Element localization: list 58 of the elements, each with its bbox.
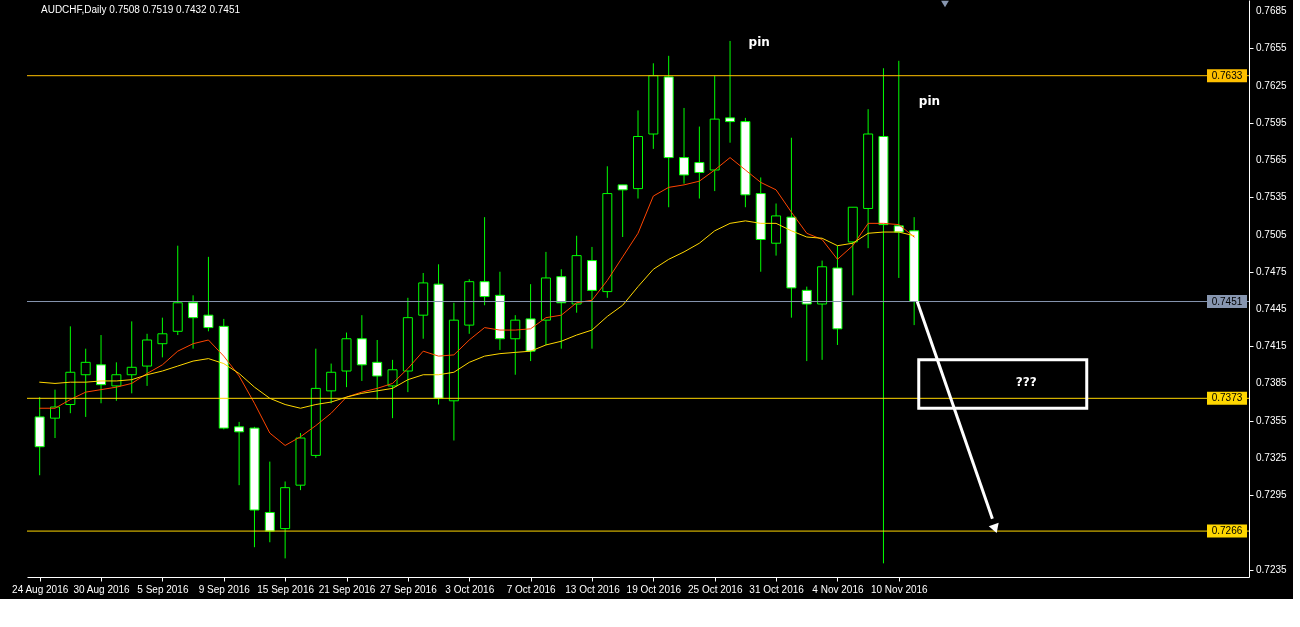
y-tick-label: 0.7235 bbox=[1256, 563, 1288, 575]
x-tick-label: 27 Sep 2016 bbox=[380, 583, 438, 595]
y-tick-label: 0.7565 bbox=[1256, 154, 1288, 166]
y-tick-label: 0.7415 bbox=[1256, 340, 1288, 352]
x-tick-label: 24 Aug 2016 bbox=[12, 583, 69, 595]
line-series bbox=[39, 157, 915, 446]
y-tick-label: 0.7625 bbox=[1256, 79, 1288, 91]
x-tick-label: 30 Aug 2016 bbox=[73, 583, 131, 595]
annotation: pin bbox=[748, 35, 770, 50]
candlestick bbox=[126, 320, 137, 394]
x-tick-label: 7 Oct 2016 bbox=[506, 583, 557, 595]
x-tick-label: 4 Nov 2016 bbox=[812, 583, 864, 595]
chart-title: AUDCHF,Daily 0.7508 0.7519 0.7432 0.7451 bbox=[41, 4, 241, 15]
x-tick-label: 21 Sep 2016 bbox=[318, 583, 376, 595]
y-tick-label: 0.7385 bbox=[1256, 377, 1288, 389]
candlestick bbox=[725, 40, 736, 144]
y-tick-label: 0.7535 bbox=[1256, 191, 1288, 203]
ref-line-label: 0.7266 bbox=[1211, 525, 1243, 537]
candlestick bbox=[801, 286, 812, 362]
candlestick bbox=[203, 256, 214, 332]
x-tick-label: 25 Oct 2016 bbox=[687, 583, 743, 595]
candlestick bbox=[157, 317, 168, 358]
x-tick-label: 15 Sep 2016 bbox=[257, 583, 315, 595]
candlestick bbox=[372, 339, 383, 401]
y-tick-label: 0.7475 bbox=[1256, 265, 1288, 277]
x-tick-label: 13 Oct 2016 bbox=[565, 583, 621, 595]
candlestick bbox=[264, 461, 275, 543]
candlestick bbox=[479, 216, 490, 306]
y-tick-label: 0.7355 bbox=[1256, 414, 1288, 426]
x-tick-label: 5 Sep 2016 bbox=[137, 583, 189, 595]
candlestick bbox=[188, 294, 199, 350]
x-tick-label: 10 Nov 2016 bbox=[870, 583, 929, 595]
y-tick-label: 0.7325 bbox=[1256, 451, 1288, 463]
x-tick-label: 9 Sep 2016 bbox=[198, 583, 251, 595]
candlestick bbox=[387, 359, 398, 419]
annotation: ??? bbox=[1015, 375, 1037, 390]
x-tick-label: 31 Oct 2016 bbox=[749, 583, 805, 595]
x-tick-label: 19 Oct 2016 bbox=[626, 583, 682, 595]
candlestick bbox=[679, 107, 690, 185]
annotation: pin bbox=[918, 93, 941, 108]
y-tick-label: 0.7595 bbox=[1256, 116, 1288, 128]
candlestick bbox=[234, 421, 245, 486]
y-tick-label: 0.7685 bbox=[1256, 5, 1288, 17]
candlestick bbox=[50, 389, 61, 439]
candlestick bbox=[510, 314, 521, 376]
candlestick bbox=[96, 334, 107, 404]
y-tick-label: 0.7445 bbox=[1256, 302, 1288, 314]
y-tick-label: 0.7655 bbox=[1256, 42, 1288, 54]
x-tick-label: 3 Oct 2016 bbox=[445, 583, 495, 595]
y-tick-label: 0.7505 bbox=[1256, 228, 1288, 240]
ref-line-label: 0.7633 bbox=[1211, 69, 1243, 81]
ref-line-label: 0.7451 bbox=[1211, 295, 1243, 307]
ref-line-label: 0.7373 bbox=[1211, 392, 1243, 404]
candlestick bbox=[80, 348, 91, 418]
y-tick-label: 0.7295 bbox=[1256, 489, 1288, 501]
candlestick bbox=[326, 363, 337, 404]
candlestick bbox=[617, 184, 628, 238]
candlestick bbox=[694, 126, 705, 200]
